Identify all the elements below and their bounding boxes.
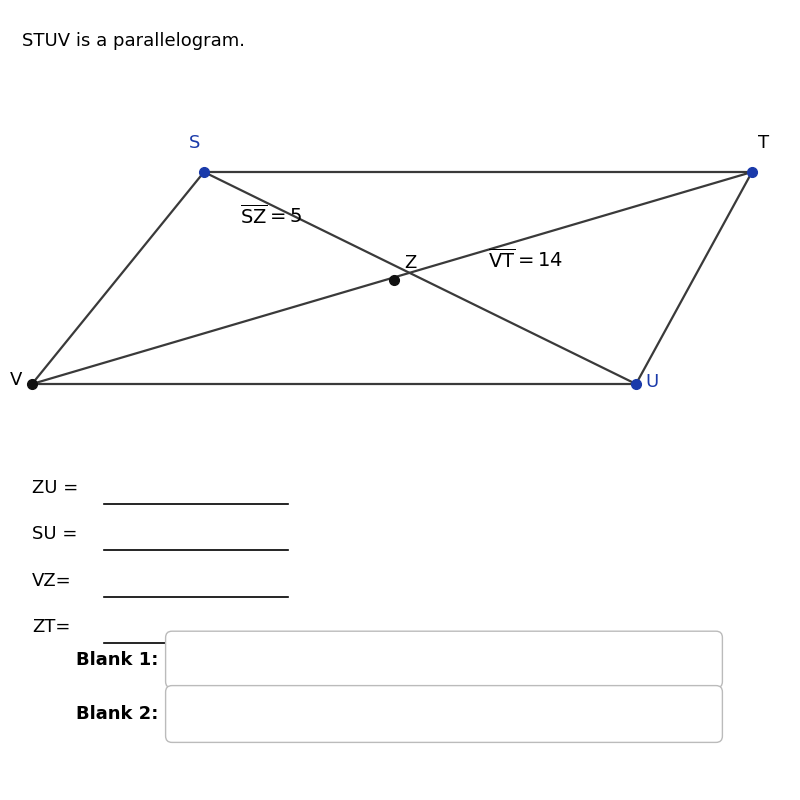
Text: $\overline{\mathrm{SZ}}$$ = 5$: $\overline{\mathrm{SZ}}$$ = 5$	[240, 204, 302, 228]
Text: $\overline{\mathrm{VT}}$$ = 14$: $\overline{\mathrm{VT}}$$ = 14$	[488, 248, 563, 272]
FancyBboxPatch shape	[166, 686, 722, 742]
Text: Blank 1:: Blank 1:	[76, 650, 158, 669]
Text: ZU =: ZU =	[32, 479, 84, 497]
Text: VZ=: VZ=	[32, 572, 72, 590]
Text: V: V	[10, 371, 22, 389]
Text: S: S	[189, 134, 200, 152]
Text: Z: Z	[404, 254, 416, 272]
Text: T: T	[758, 134, 770, 152]
Text: STUV is a parallelogram.: STUV is a parallelogram.	[22, 32, 246, 50]
Text: SU =: SU =	[32, 526, 83, 543]
Text: Blank 2:: Blank 2:	[76, 705, 158, 723]
Text: ZT=: ZT=	[32, 618, 70, 636]
FancyBboxPatch shape	[166, 631, 722, 688]
Text: U: U	[646, 373, 659, 390]
